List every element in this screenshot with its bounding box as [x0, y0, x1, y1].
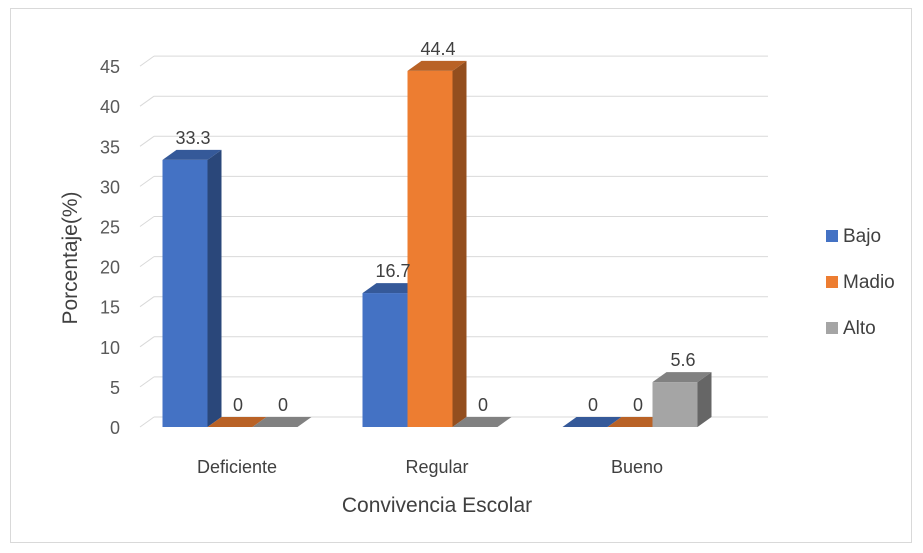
- gridline-diagonal: [139, 296, 155, 308]
- legend-label: Madio: [843, 272, 895, 293]
- bar-top: [207, 417, 267, 427]
- data-label: 16.7: [375, 261, 410, 281]
- y-axis-title: Porcentaje(%): [59, 191, 82, 324]
- bar-top: [252, 417, 312, 427]
- legend: Bajo Madio Alto: [826, 226, 895, 339]
- data-label: 0: [633, 395, 643, 415]
- data-label: 0: [278, 395, 288, 415]
- legend-swatch: [826, 276, 838, 288]
- y-tick-label: 10: [100, 338, 120, 358]
- data-label: 0: [478, 395, 488, 415]
- data-label: 5.6: [670, 350, 695, 370]
- bar: [407, 70, 453, 428]
- bar-top: [607, 417, 667, 427]
- data-label: 33.3: [175, 128, 210, 148]
- bar-top: [407, 60, 467, 71]
- x-category-label: Bueno: [611, 457, 663, 477]
- y-tick-label: 25: [100, 218, 120, 238]
- x-axis-categories: Deficiente Regular Bueno: [197, 457, 663, 477]
- data-label: 44.4: [420, 39, 455, 59]
- bar: [162, 159, 208, 427]
- gridline-diagonal: [139, 256, 155, 268]
- gridline-diagonal: [139, 95, 155, 107]
- y-tick-label: 0: [110, 418, 120, 438]
- x-category-label: Deficiente: [197, 457, 277, 477]
- gridline-diagonal: [139, 175, 155, 187]
- gridline-diagonal: [139, 135, 155, 147]
- gridline-diagonal: [139, 416, 155, 428]
- bar-side: [697, 372, 712, 427]
- bar-top: [162, 149, 222, 160]
- legend-label: Bajo: [843, 226, 881, 247]
- bars: [162, 60, 712, 428]
- y-tick-label: 45: [100, 57, 120, 77]
- legend-swatch: [826, 322, 838, 334]
- gridline-diagonal: [139, 55, 155, 67]
- gridline-diagonal: [139, 216, 155, 227]
- y-tick-label: 40: [100, 97, 120, 117]
- gridline-diagonal: [139, 376, 155, 388]
- legend-swatch: [826, 230, 838, 242]
- y-tick-label: 35: [100, 137, 120, 157]
- gridline-diagonal: [139, 336, 155, 348]
- legend-label: Alto: [843, 318, 876, 339]
- y-tick-label: 20: [100, 258, 120, 278]
- y-tick-label: 15: [100, 298, 120, 318]
- y-tick-label: 5: [110, 378, 120, 398]
- x-category-label: Regular: [405, 457, 468, 477]
- bar-top: [362, 283, 422, 294]
- bar: [362, 293, 408, 427]
- bar-side: [207, 149, 222, 427]
- data-labels: 33.3 0 0 16.7 44.4 0 0 0 5.6: [175, 39, 695, 415]
- bar: [652, 382, 698, 427]
- bar-top: [562, 417, 622, 427]
- y-axis-ticks: 0 5 10 15 20 25 30 35 40 45: [100, 57, 120, 438]
- bar-top: [652, 372, 712, 383]
- bar-top: [452, 417, 512, 427]
- data-label: 0: [233, 395, 243, 415]
- y-tick-label: 30: [100, 177, 120, 197]
- bar-side: [452, 60, 467, 428]
- x-axis-title: Convivencia Escolar: [342, 494, 532, 517]
- data-label: 0: [588, 395, 598, 415]
